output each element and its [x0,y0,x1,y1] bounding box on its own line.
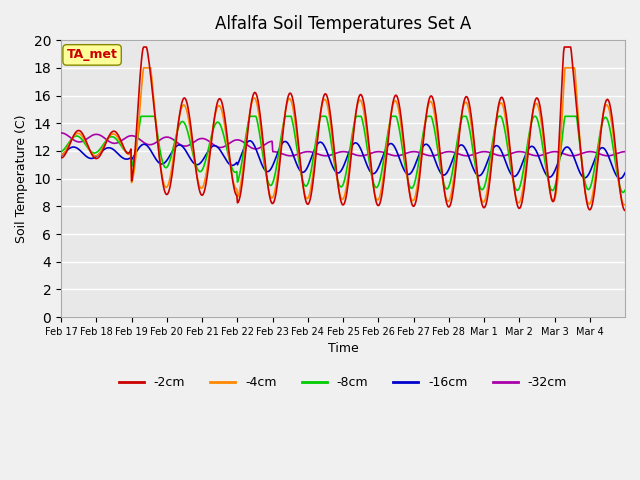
Text: TA_met: TA_met [67,48,118,61]
Legend: -2cm, -4cm, -8cm, -16cm, -32cm: -2cm, -4cm, -8cm, -16cm, -32cm [114,371,572,394]
Y-axis label: Soil Temperature (C): Soil Temperature (C) [15,114,28,243]
X-axis label: Time: Time [328,342,358,356]
Title: Alfalfa Soil Temperatures Set A: Alfalfa Soil Temperatures Set A [215,15,471,33]
